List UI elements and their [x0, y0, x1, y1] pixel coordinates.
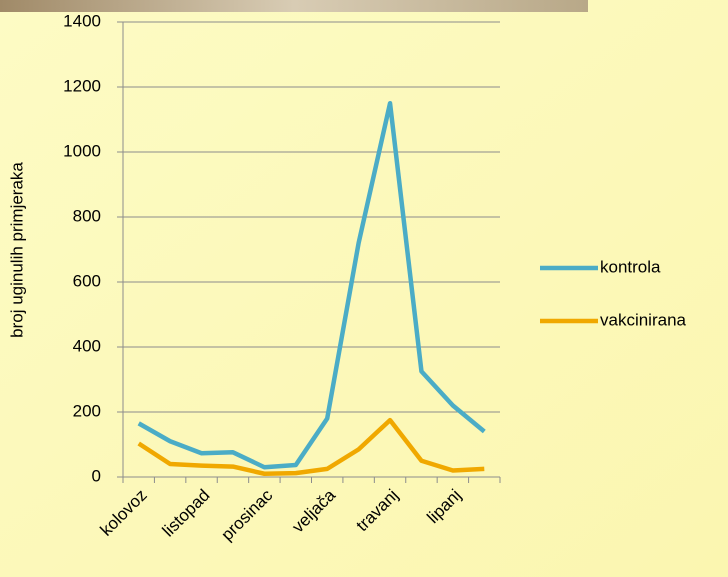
y-tick-label: 400	[73, 336, 101, 355]
y-tick-label: 1200	[63, 76, 101, 95]
y-tick-label: 600	[73, 271, 101, 290]
legend-label: kontrola	[600, 257, 661, 276]
y-tick-label: 800	[73, 206, 101, 225]
y-axis-title: broj uginulih primjeraka	[7, 162, 26, 338]
y-tick-label: 0	[92, 466, 101, 485]
series-line	[137, 101, 486, 470]
series-line	[137, 417, 485, 476]
y-tick-label: 1400	[63, 11, 101, 30]
legend-label: vakcinirana	[600, 310, 687, 329]
y-tick-label: 200	[73, 401, 101, 420]
photo-strip	[0, 0, 588, 12]
y-tick-label: 1000	[63, 141, 101, 160]
